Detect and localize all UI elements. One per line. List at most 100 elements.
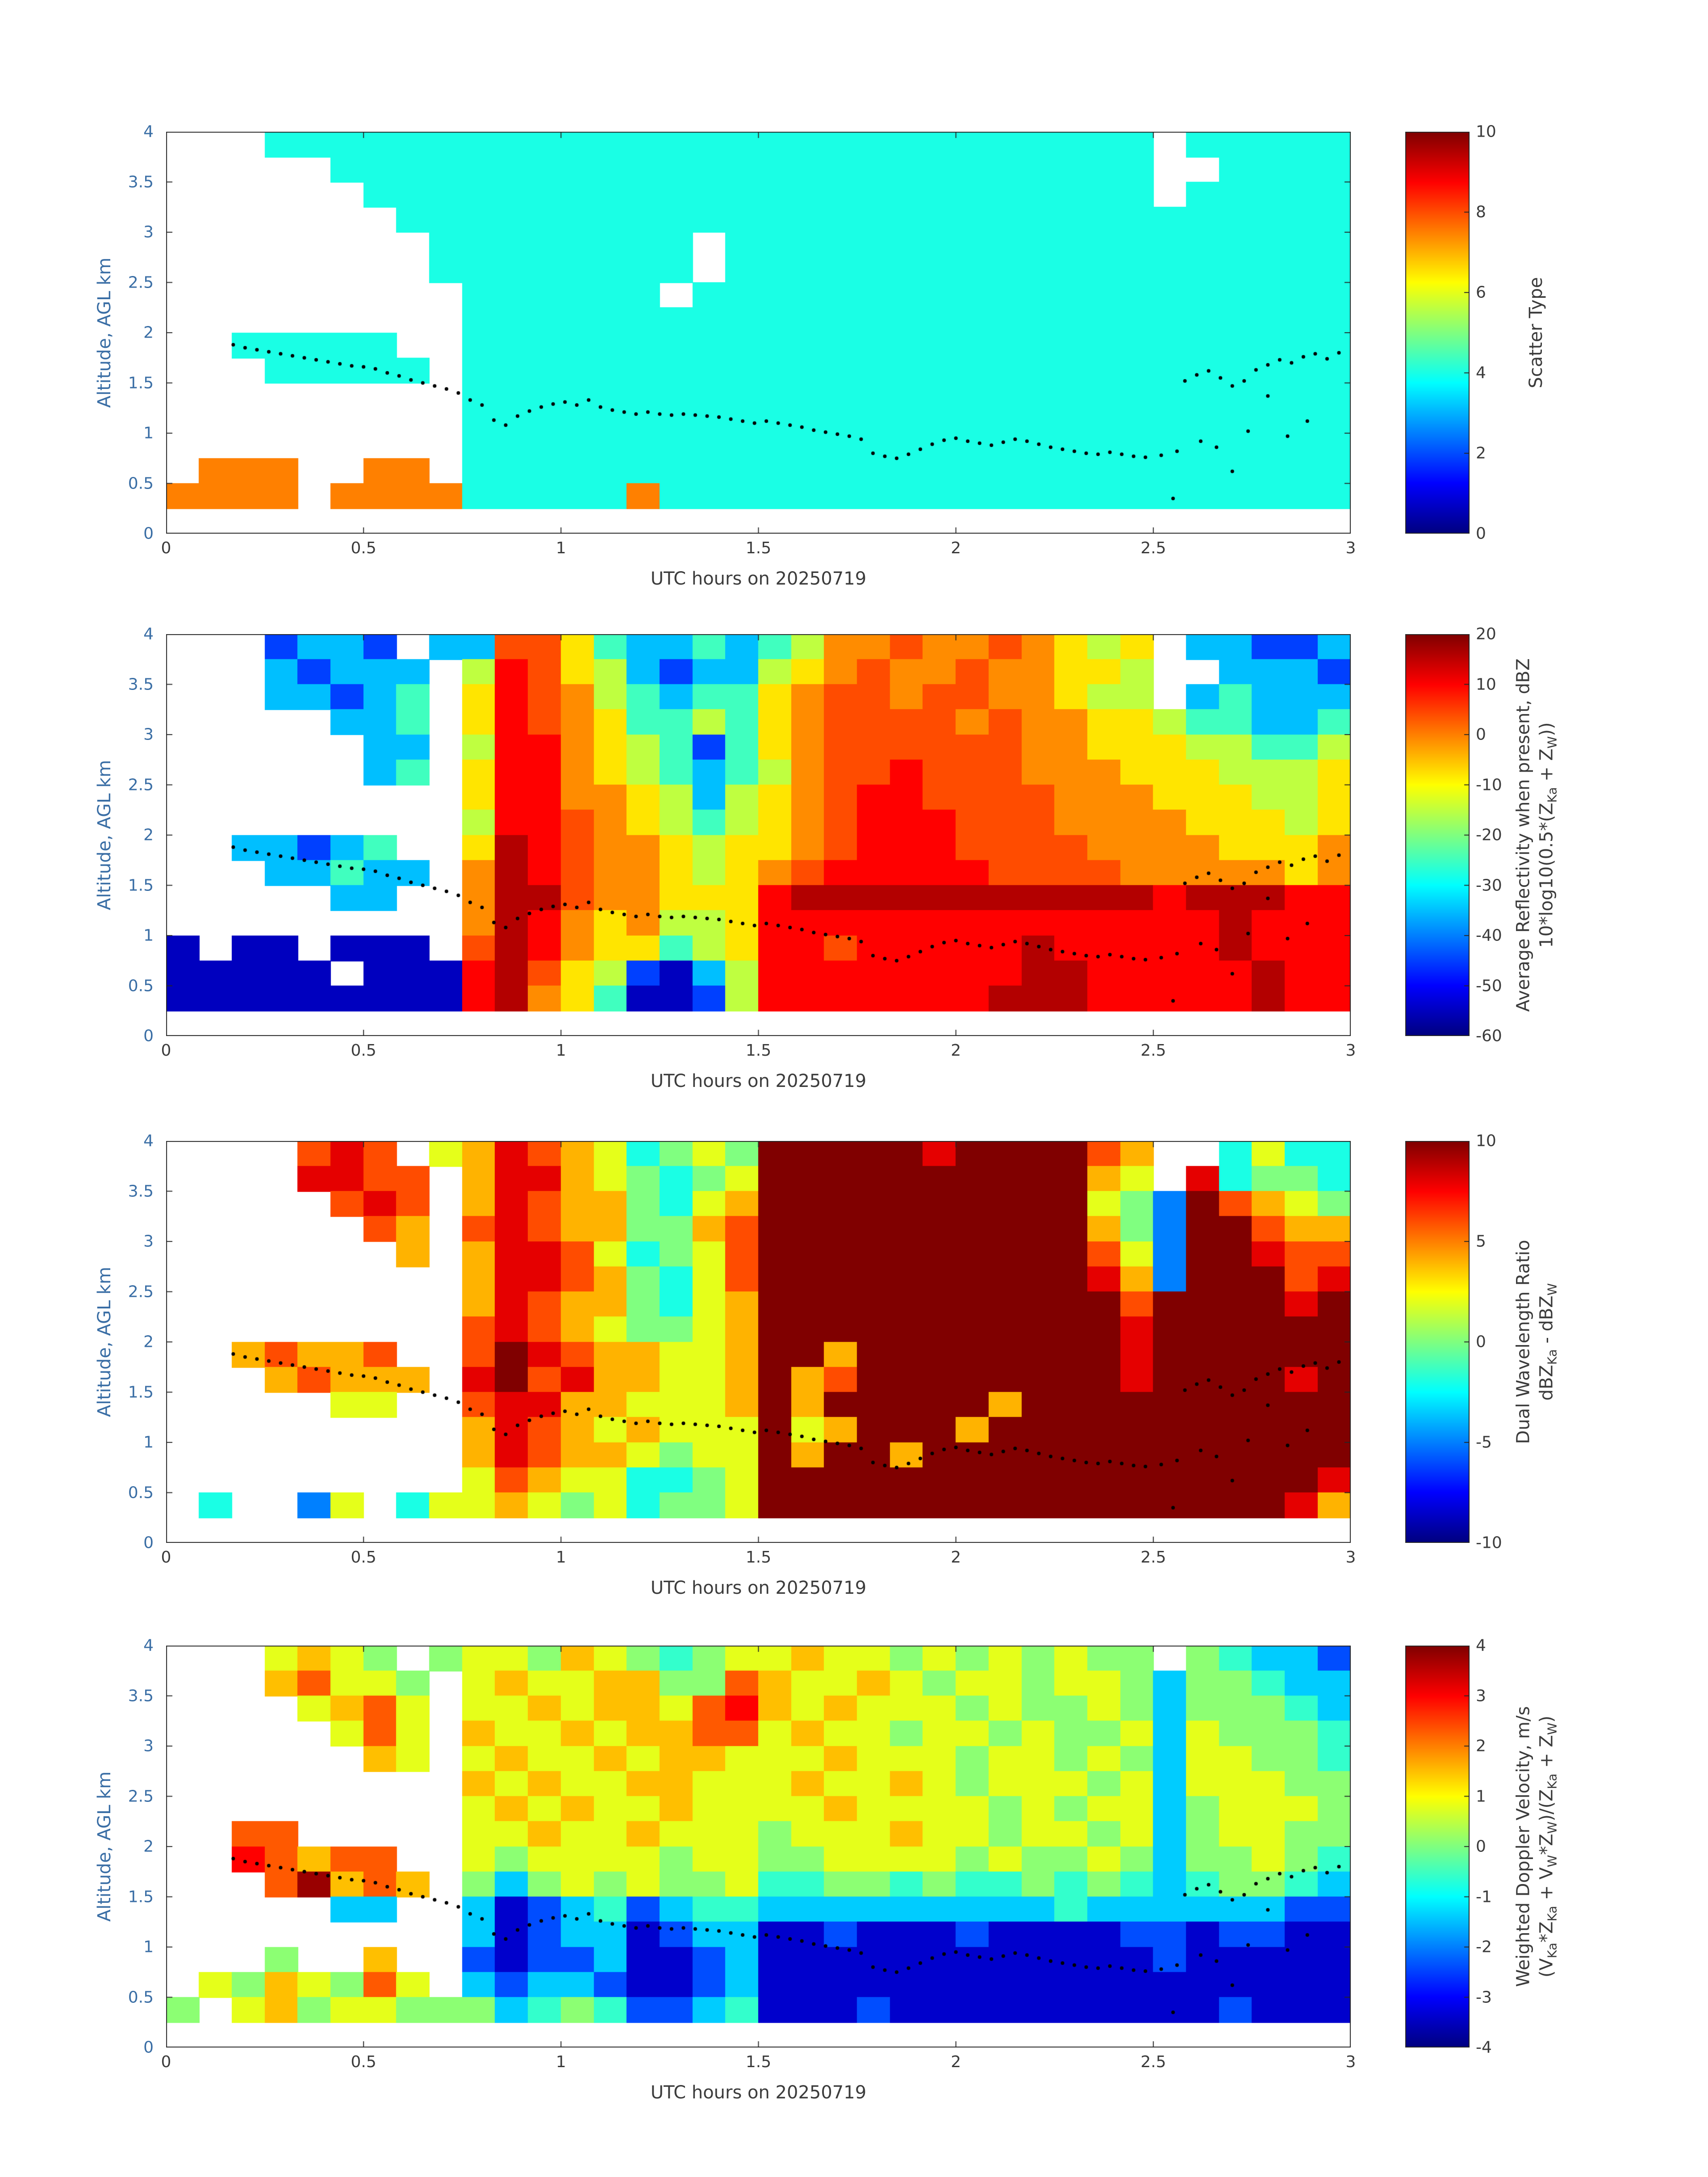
colorbar-tick-label: -60 bbox=[1476, 1027, 1502, 1045]
y-tick-label: 4 bbox=[143, 122, 154, 141]
y-tick-label: 3.5 bbox=[128, 1182, 154, 1200]
x-tick-label: 1 bbox=[555, 2053, 566, 2071]
x-tick-label: 1 bbox=[555, 539, 566, 557]
colorbar-tick-label: 0 bbox=[1476, 1837, 1486, 1856]
y-tick-label: 2.5 bbox=[128, 273, 154, 292]
y-tick-label: 1.5 bbox=[128, 1888, 154, 1906]
x-tick-label: 3 bbox=[1345, 539, 1356, 557]
panel-average-reflectivity: Altitude, AGL km 0 0.5 1 1.5 2 2.5 3 3.5 4 0 0.5 1… bbox=[0, 625, 1708, 1139]
colorbar-ticks: -60 -50 -40 -30 -20 -10 0 10 20 bbox=[1476, 625, 1541, 1045]
y-tick-label: 1 bbox=[143, 1433, 154, 1452]
colorbar-tick-label: -10 bbox=[1476, 1534, 1502, 1552]
colorbar-tick-label: -1 bbox=[1476, 1888, 1492, 1906]
colorbar-canvas bbox=[1405, 1141, 1470, 1543]
x-tick-label: 0 bbox=[161, 539, 171, 557]
x-tick-label: 2 bbox=[951, 539, 961, 557]
colorbar-tick-label: 20 bbox=[1476, 625, 1496, 643]
y-axis-ticks: 0 0.5 1 1.5 2 2.5 3 3.5 4 bbox=[0, 1132, 160, 1552]
panel-dual-wavelength-ratio: Altitude, AGL km 0 0.5 1 1.5 2 2.5 3 3.5 4 0 0.5 1… bbox=[0, 1132, 1708, 1646]
y-tick-label: 4 bbox=[143, 625, 154, 643]
x-tick-label: 0.5 bbox=[351, 1548, 376, 1567]
heatmap-canvas bbox=[166, 1646, 1351, 2047]
colorbar-tick-label: 0 bbox=[1476, 725, 1486, 744]
colorbar-tick-label: -4 bbox=[1476, 2038, 1492, 2057]
x-axis-ticks: 0 0.5 1 1.5 2 2.5 3 bbox=[161, 2053, 1356, 2076]
x-axis-label: UTC hours on 20250719 bbox=[650, 1071, 867, 1091]
colorbar-tick-label: -50 bbox=[1476, 977, 1502, 995]
x-tick-label: 3 bbox=[1345, 2053, 1356, 2071]
x-tick-label: 3 bbox=[1345, 1548, 1356, 1567]
y-tick-label: 1.5 bbox=[128, 876, 154, 894]
panel-weighted-doppler-velocity: Altitude, AGL km 0 0.5 1 1.5 2 2.5 3 3.5 4 0 0.5 1… bbox=[0, 1637, 1708, 2150]
x-tick-label: 1.5 bbox=[745, 2053, 772, 2071]
x-tick-label: 0.5 bbox=[351, 539, 376, 557]
y-tick-label: 1.5 bbox=[128, 1383, 154, 1401]
y-tick-label: 3.5 bbox=[128, 173, 154, 191]
x-tick-label: 1 bbox=[555, 1041, 566, 1060]
colorbar-label: Dual Wavelength Ratio dBZKa - dBZW bbox=[1513, 1240, 1560, 1444]
colorbar-label: Average Reflectivity when present, dBZ 10… bbox=[1513, 658, 1560, 1012]
colorbar-tick-label: 2 bbox=[1476, 444, 1486, 463]
y-tick-label: 3.5 bbox=[128, 1687, 154, 1705]
x-tick-label: 1.5 bbox=[745, 1548, 772, 1567]
colorbar-tick-label: -20 bbox=[1476, 826, 1502, 844]
colorbar-ticks: -10 -5 0 5 10 bbox=[1476, 1132, 1541, 1552]
y-tick-label: 0 bbox=[143, 524, 154, 543]
y-tick-label: 2.5 bbox=[128, 1787, 154, 1805]
colorbar-tick-label: 8 bbox=[1476, 203, 1486, 221]
x-tick-label: 2 bbox=[951, 1548, 961, 1567]
colorbar-tick-label: -5 bbox=[1476, 1433, 1492, 1452]
x-tick-label: 3 bbox=[1345, 1041, 1356, 1060]
x-tick-label: 2 bbox=[951, 2053, 961, 2071]
colorbar-tick-label: 0 bbox=[1476, 524, 1486, 543]
colorbar-tick-label: -3 bbox=[1476, 1988, 1492, 2006]
x-axis-ticks: 0 0.5 1 1.5 2 2.5 3 bbox=[161, 539, 1356, 562]
colorbar-tick-label: -2 bbox=[1476, 1938, 1492, 1956]
x-tick-label: 1.5 bbox=[745, 1041, 772, 1060]
colorbar-label: Weighted Doppler Velocity, m/s (VKa*ZKa +… bbox=[1513, 1706, 1560, 1987]
colorbar-tick-label: 10 bbox=[1476, 675, 1496, 694]
colorbar-tick-label: 6 bbox=[1476, 283, 1486, 302]
colorbar-tick-label: 10 bbox=[1476, 122, 1496, 141]
x-tick-label: 0 bbox=[161, 1041, 171, 1060]
colorbar-tick-label: 3 bbox=[1476, 1687, 1486, 1705]
colorbar-tick-label: -10 bbox=[1476, 776, 1502, 794]
colorbar-ticks: -4 -3 -2 -1 0 1 2 3 4 bbox=[1476, 1637, 1541, 2057]
x-axis-ticks: 0 0.5 1 1.5 2 2.5 3 bbox=[161, 1548, 1356, 1571]
panel-scatter-type: Altitude, AGL km 0 0.5 1 1.5 2 2.5 3 3.5 4 0 0.5 1… bbox=[0, 123, 1708, 636]
y-tick-label: 2.5 bbox=[128, 776, 154, 794]
colorbar-canvas bbox=[1405, 132, 1470, 534]
y-tick-label: 2 bbox=[143, 1837, 154, 1856]
y-tick-label: 1 bbox=[143, 424, 154, 443]
y-tick-label: 3.5 bbox=[128, 675, 154, 694]
y-tick-label: 3 bbox=[143, 1232, 154, 1251]
x-tick-label: 0 bbox=[161, 1548, 171, 1567]
y-tick-label: 2.5 bbox=[128, 1283, 154, 1301]
x-tick-label: 2.5 bbox=[1140, 1548, 1166, 1567]
x-tick-label: 2.5 bbox=[1140, 2053, 1166, 2071]
x-tick-label: 2 bbox=[951, 1041, 961, 1060]
y-tick-label: 0 bbox=[143, 1534, 154, 1552]
x-axis-label: UTC hours on 20250719 bbox=[650, 1578, 867, 1598]
y-axis-ticks: 0 0.5 1 1.5 2 2.5 3 3.5 4 bbox=[0, 123, 160, 543]
y-tick-label: 0.5 bbox=[128, 977, 154, 995]
colorbar-tick-label: 1 bbox=[1476, 1787, 1486, 1805]
heatmap-canvas bbox=[166, 132, 1351, 534]
x-tick-label: 0.5 bbox=[351, 1041, 376, 1060]
y-axis-ticks: 0 0.5 1 1.5 2 2.5 3 3.5 4 bbox=[0, 1637, 160, 2057]
y-tick-label: 1.5 bbox=[128, 374, 154, 392]
colorbar-tick-label: 10 bbox=[1476, 1132, 1496, 1150]
colorbar-tick-label: -40 bbox=[1476, 926, 1502, 945]
x-tick-label: 0.5 bbox=[351, 2053, 376, 2071]
heatmap-canvas bbox=[166, 1141, 1351, 1543]
colorbar-tick-label: 4 bbox=[1476, 364, 1486, 382]
y-tick-label: 2 bbox=[143, 1333, 154, 1351]
colorbar-canvas bbox=[1405, 634, 1470, 1036]
colorbar-tick-label: 4 bbox=[1476, 1636, 1486, 1655]
y-tick-label: 0.5 bbox=[128, 1483, 154, 1502]
colorbar-ticks: 0 2 4 6 8 10 bbox=[1476, 123, 1541, 543]
y-tick-label: 1 bbox=[143, 926, 154, 945]
heatmap-canvas bbox=[166, 634, 1351, 1036]
colorbar-tick-label: 2 bbox=[1476, 1737, 1486, 1755]
